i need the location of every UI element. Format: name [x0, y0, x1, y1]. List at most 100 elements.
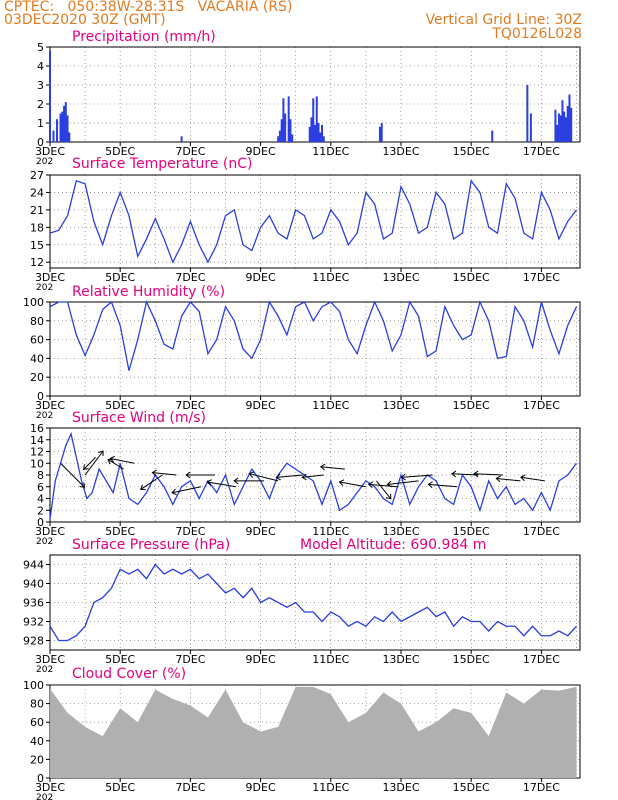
- temp-xtick-label: 11DEC: [312, 271, 349, 284]
- precip-ytick-label: 4: [37, 60, 44, 73]
- wind-vector: [107, 459, 124, 470]
- precip-bar: [570, 107, 573, 142]
- wind-ytick-label: 4: [37, 493, 44, 506]
- wind-ytick-label: 6: [37, 481, 44, 494]
- pres-frame: [49, 554, 581, 651]
- precip-bar: [280, 119, 283, 142]
- cloud-ytick-label: 0: [37, 772, 44, 785]
- wind-vector: [207, 481, 237, 488]
- rh-xtick-label: 11DEC: [312, 399, 349, 412]
- rh-xtick-label: 17DEC: [523, 399, 560, 412]
- precip-bar: [380, 123, 383, 142]
- header-station: CPTEC: 050:38W-28:31S VACARIA (RS): [4, 0, 293, 15]
- wind-xtick-label: 11DEC: [312, 525, 349, 538]
- rh-xtick-label: 5DEC: [105, 399, 135, 412]
- temp-panel: Surface Temperature (nC) 12 15 18 21 24 27 3DEC…: [30, 156, 581, 293]
- pres-xtick-label: 11DEC: [312, 653, 349, 666]
- rh-frame: [49, 301, 581, 397]
- rh-ytick-label: 100: [23, 296, 44, 309]
- wind-vector-head: [319, 463, 326, 471]
- rh-ytick-label: 20: [30, 371, 44, 384]
- temp-xtick-label: 13DEC: [382, 271, 419, 284]
- rh-xtick-label: 15DEC: [453, 399, 490, 412]
- cloud-ytick-label: 100: [23, 679, 44, 692]
- precip-bar: [61, 111, 64, 142]
- wind-title: Surface Wind (m/s): [72, 410, 206, 426]
- temp-ytick-label: 15: [30, 239, 44, 252]
- pres-xtick-label: 7DEC: [175, 653, 205, 666]
- precip-bar: [289, 119, 292, 142]
- rh-ytick-label: 60: [30, 334, 44, 347]
- wind-vector: [83, 457, 96, 470]
- cloud-xtick-label: 7DEC: [175, 781, 205, 794]
- precip-bar: [556, 124, 559, 142]
- precip-bar: [322, 136, 325, 142]
- precip-bar: [310, 117, 313, 142]
- header-model: TQ0126L028: [492, 26, 582, 42]
- wind-vector: [473, 473, 503, 476]
- rh-year-label: 202: [36, 411, 53, 421]
- precip-bar: [56, 119, 59, 142]
- wind-vector-head: [233, 477, 239, 485]
- wind-vector-head: [206, 479, 212, 486]
- wind-ytick-label: 0: [37, 516, 44, 529]
- cloud-xtick-label: 17DEC: [523, 781, 560, 794]
- precip-bar: [66, 115, 69, 142]
- precip-ytick-label: 0: [37, 136, 44, 149]
- precip-xtick-label: 5DEC: [105, 145, 135, 158]
- rh-ytick-label: 40: [30, 352, 44, 365]
- wind-vector-head: [171, 488, 177, 496]
- pres-ytick-label: 928: [23, 635, 44, 648]
- wind-vector-head: [520, 474, 526, 482]
- pres-ytick-label: 940: [23, 578, 44, 591]
- precip-bar: [563, 111, 566, 142]
- wind-vector-head: [185, 471, 191, 479]
- precip-panel: Precipitation (mm/h) 0 1 2 3 4 5 3DEC 5DEC 7DEC 9D…: [35, 29, 581, 167]
- precip-bar: [559, 115, 562, 142]
- wind-vector-head: [79, 482, 86, 488]
- pres-xtick-label: 15DEC: [453, 653, 490, 666]
- wind-ytick-label: 12: [30, 446, 44, 459]
- wind-vector-head: [386, 480, 392, 488]
- wind-vector-head: [248, 471, 255, 478]
- cloud-ytick-label: 80: [30, 698, 44, 711]
- precip-xtick-label: 3DEC: [35, 145, 65, 158]
- rh-line: [49, 300, 578, 371]
- header-date: 03DEC2020 30Z (GMT): [4, 12, 166, 28]
- wind-vector-head: [367, 481, 374, 488]
- temp-title: Surface Temperature (nC): [72, 156, 253, 172]
- wind-vector: [368, 483, 398, 488]
- wind-xtick-label: 3DEC: [35, 525, 65, 538]
- precip-bar: [49, 50, 51, 142]
- precip-bar: [319, 132, 322, 142]
- precip-xtick-label: 13DEC: [382, 145, 419, 158]
- pres-ytick-label: 936: [23, 597, 44, 610]
- cloud-xtick-label: 3DEC: [35, 781, 65, 794]
- precip-bar: [287, 96, 290, 142]
- wind-vector: [276, 474, 303, 478]
- pres-xtick-label: 5DEC: [105, 653, 135, 666]
- cloud-xtick-label: 11DEC: [312, 781, 349, 794]
- precip-ytick-label: 3: [37, 79, 44, 92]
- wind-vector-head: [338, 479, 345, 486]
- cloud-ytick-label: 40: [30, 735, 44, 748]
- precip-bar: [564, 117, 567, 142]
- wind-vector: [401, 474, 433, 478]
- pres-title: Surface Pressure (hPa): [72, 537, 230, 553]
- precip-year-label: 202: [36, 157, 53, 167]
- wind-ytick-label: 8: [37, 469, 44, 482]
- cloud-ytick-label: 60: [30, 716, 44, 729]
- wind-vector: [339, 481, 366, 488]
- temp-ytick-label: 27: [30, 169, 44, 182]
- precip-bar: [378, 126, 381, 142]
- wind-vector: [496, 477, 521, 482]
- precip-xtick-label: 11DEC: [312, 145, 349, 158]
- precip-bar: [291, 134, 294, 142]
- precip-title: Precipitation (mm/h): [72, 29, 216, 45]
- precip-bar: [277, 136, 280, 142]
- wind-vector-head: [275, 473, 281, 481]
- wind-vector: [320, 466, 345, 470]
- temp-line: [49, 179, 578, 264]
